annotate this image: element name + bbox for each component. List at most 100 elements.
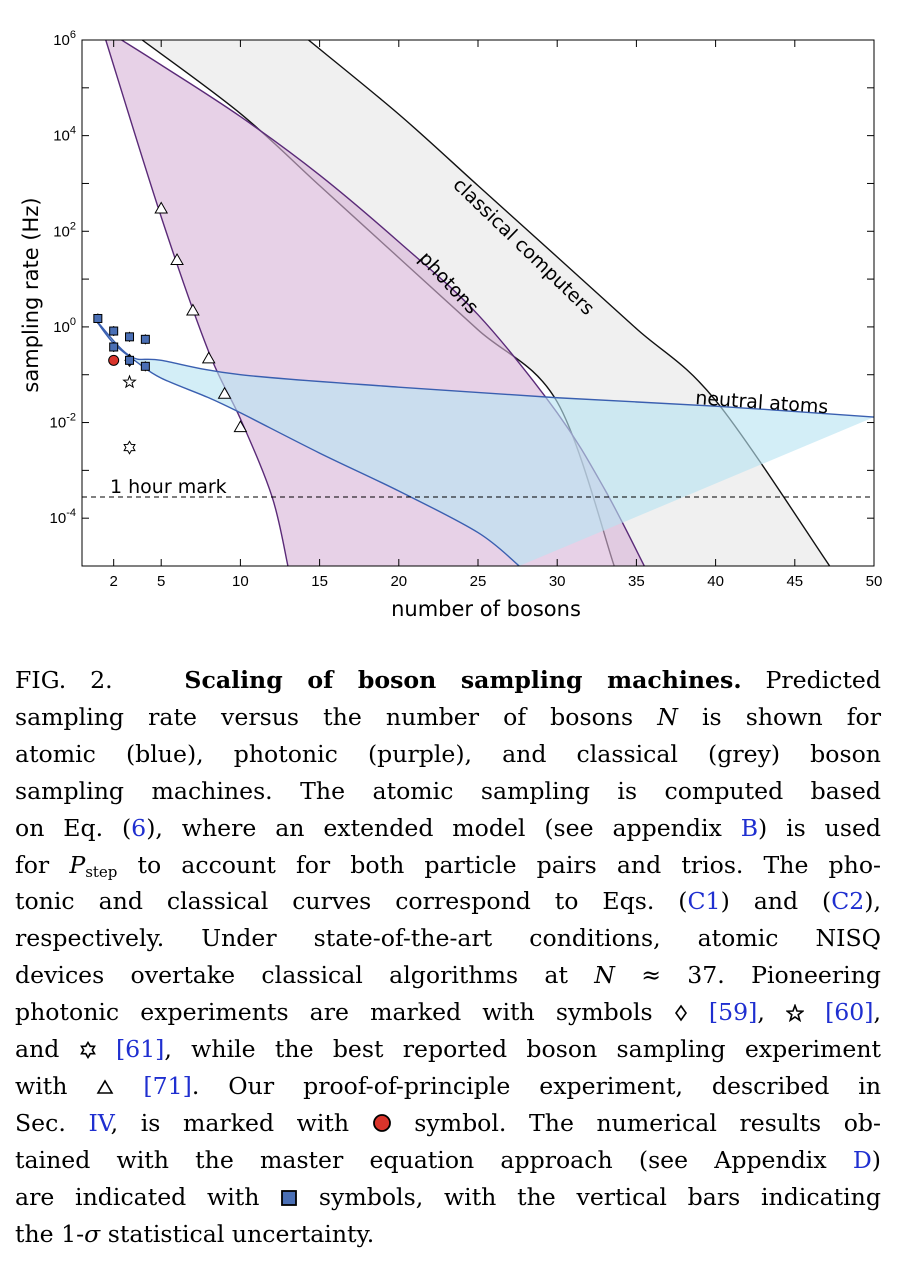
y-tick-exponent: 0: [70, 316, 76, 328]
caption-line: FIG. 2. Scaling of boson sampling machin…: [15, 662, 881, 699]
region-neutral-atoms-upper-curve: [94, 318, 874, 418]
y-tick-base: 10: [53, 223, 70, 240]
caption-line: the 1-σ statistical uncertainty.: [15, 1216, 881, 1253]
caption-text: . Our proof-of-principle experiment, des…: [191, 1071, 882, 1100]
math-subscript: step: [85, 862, 118, 881]
x-tick-label: 20: [390, 573, 407, 590]
caption-text: with: [15, 1071, 97, 1100]
caption-line: with [71]. Our proof-of-principle experi…: [15, 1068, 881, 1105]
y-tick-label: 100: [53, 316, 76, 336]
y-tick-base: 10: [53, 32, 70, 49]
y-tick-base: 10: [53, 319, 70, 336]
caption-line: tonic and classical curves correspond to…: [15, 883, 881, 920]
diamond-icon: [674, 1004, 687, 1022]
x-tick-label: 30: [549, 573, 566, 590]
caption-line: for Pstep to account for both particle p…: [15, 847, 881, 884]
caption-text: ≈ 37. Pioneering: [614, 961, 881, 990]
x-tick-label: 25: [470, 573, 487, 590]
regions-layer: [94, 40, 874, 566]
marker-square: [125, 332, 135, 342]
math-var: N: [657, 702, 678, 731]
caption-line: are indicated with symbols, with the ver…: [15, 1179, 881, 1216]
caption-line: and [61], while the best reported boson …: [15, 1031, 881, 1068]
ref-appendix-d-link[interactable]: D: [852, 1145, 872, 1174]
x-tick-label: 15: [311, 573, 328, 590]
ref-section-iv-link[interactable]: IV: [88, 1108, 111, 1137]
y-tick-label: 106: [53, 29, 76, 49]
ref-59-link[interactable]: [59]: [708, 998, 758, 1027]
math-var: σ: [84, 1219, 101, 1248]
x-tick-label: 45: [786, 573, 803, 590]
y-tick-exponent: -4: [66, 507, 76, 519]
marker-hexagram: [123, 440, 136, 455]
x-axis-label: number of bosons: [391, 597, 581, 621]
marker-triangle: [217, 386, 232, 399]
x-tick-label: 2: [110, 573, 118, 590]
marker-circle: [108, 354, 120, 366]
ref-71-link[interactable]: [71]: [143, 1071, 192, 1100]
caption-text: ) is used: [758, 813, 882, 842]
caption-text: and: [15, 1035, 79, 1064]
caption-line: atomic (blue), photonic (purple), and cl…: [15, 739, 881, 768]
marker-square: [140, 361, 150, 371]
ref-eq-c2-link[interactable]: C2: [831, 887, 865, 916]
caption-line: respectively. Under state-of-the-art con…: [15, 924, 881, 953]
figure-caption: FIG. 2. Scaling of boson sampling machin…: [15, 662, 881, 1253]
figure-title: Scaling of boson sampling machines.: [184, 666, 742, 694]
y-tick-base: 10: [50, 415, 67, 432]
x-tick-label: 35: [628, 573, 645, 590]
caption-text: ): [871, 1145, 881, 1174]
caption-text: tonic and classical curves correspond to…: [15, 887, 688, 916]
triangle-icon: [97, 1079, 114, 1094]
caption-line: devices overtake classical algorithms at…: [15, 957, 881, 994]
figure-plot: 2 5 10 15 20 25 30 35 40 45 50 106 104 102 100 10-2 10-4…: [19, 29, 883, 621]
caption-line: tained with the master equation approach…: [15, 1142, 881, 1179]
region-neutral-atoms: [94, 318, 874, 566]
y-tick-base: 10: [50, 510, 67, 527]
caption-text: the 1-: [15, 1219, 85, 1248]
hexagram-icon: [79, 1041, 96, 1060]
caption-text: tained with the master equation approach…: [15, 1145, 853, 1174]
ref-appendix-b-link[interactable]: B: [740, 813, 759, 842]
caption-text: sampling rate versus the number of boson…: [15, 702, 658, 731]
marker-triangle: [170, 253, 184, 266]
star-icon: [785, 1004, 804, 1023]
caption-text: for: [15, 850, 70, 879]
marker-triangle: [233, 420, 248, 433]
math-var: N: [594, 961, 615, 990]
caption-text: photonic experiments are marked with sym…: [15, 998, 674, 1027]
caption-text: symbol. The numerical results ob-: [391, 1108, 881, 1137]
y-tick-exponent: 6: [70, 29, 76, 41]
ref-eq-6-link[interactable]: 6: [131, 813, 147, 842]
marker-square: [140, 334, 150, 344]
marker-square: [93, 313, 103, 323]
figure-number: FIG. 2.: [15, 666, 113, 694]
caption-line: Sec. IV, is marked with symbol. The nume…: [15, 1105, 881, 1142]
marker-triangle: [201, 351, 216, 364]
y-tick-base: 10: [53, 128, 70, 145]
caption-text: Sec.: [15, 1108, 89, 1137]
y-axis-label: sampling rate (Hz): [19, 197, 43, 392]
x-tick-label: 40: [707, 573, 724, 590]
caption-text: ),: [864, 887, 882, 916]
ref-61-link[interactable]: [61]: [115, 1035, 165, 1064]
y-tick-label: 10-2: [50, 412, 76, 432]
caption-line: sampling rate versus the number of boson…: [15, 699, 881, 736]
y-tick-label: 102: [53, 220, 76, 240]
caption-text: to account for both particle pairs and t…: [117, 850, 881, 879]
marker-triangle: [186, 303, 200, 316]
caption-text: are indicated with: [15, 1182, 281, 1211]
ref-60-link[interactable]: [60]: [825, 998, 874, 1027]
red-circle-icon: [372, 1113, 391, 1132]
caption-text: ), where an extended model (see appendix: [146, 813, 741, 842]
ref-eq-c1-link[interactable]: C1: [687, 887, 721, 916]
caption-text: , while the best reported boson sampling…: [164, 1035, 882, 1064]
caption-line: photonic experiments are marked with sym…: [15, 994, 881, 1031]
ticks-layer: [82, 39, 875, 567]
caption-text: is shown for: [677, 702, 881, 731]
marker-square: [125, 355, 135, 365]
caption-line: on Eq. (6), where an extended model (see…: [15, 810, 881, 847]
caption-text: ) and (: [720, 887, 832, 916]
y-tick-exponent: 2: [70, 220, 76, 232]
